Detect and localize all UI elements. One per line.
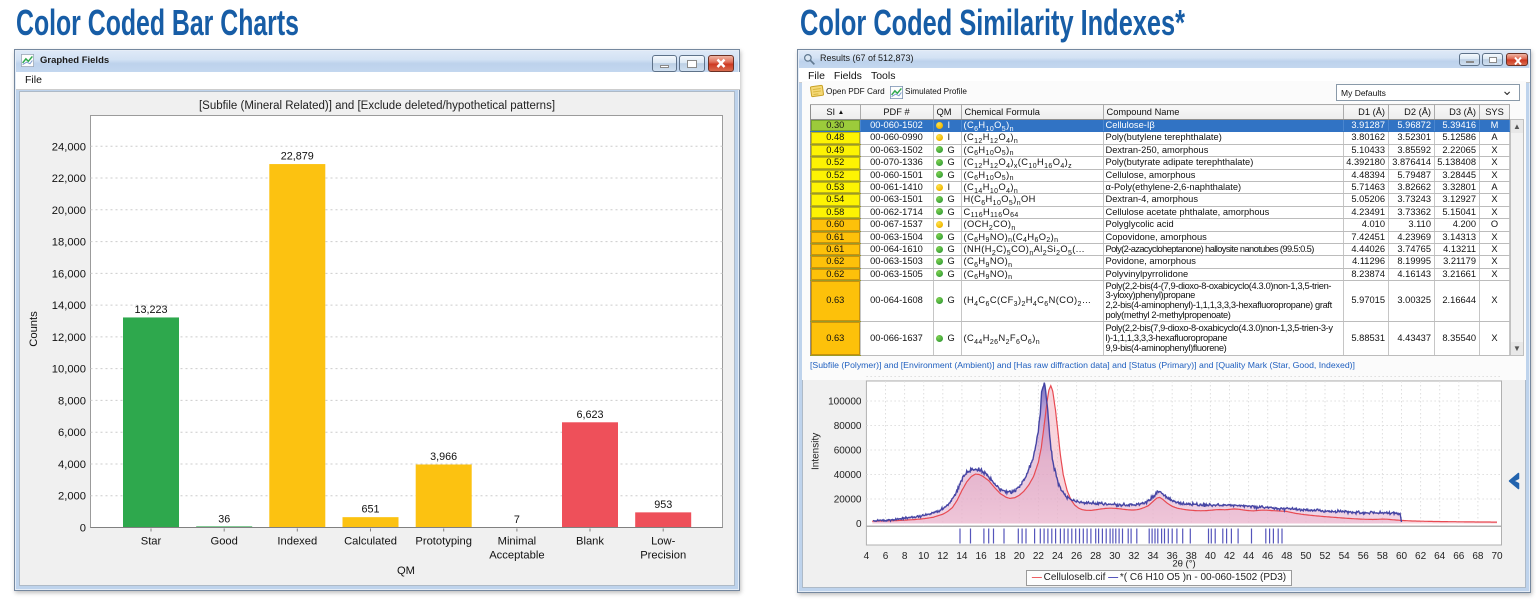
svg-text:62: 62 bbox=[1415, 551, 1427, 562]
svg-text:58: 58 bbox=[1377, 551, 1389, 562]
svg-text:36: 36 bbox=[1167, 551, 1179, 562]
svg-text:64: 64 bbox=[1434, 551, 1446, 562]
svg-text:0: 0 bbox=[856, 519, 862, 530]
svg-text:12: 12 bbox=[937, 551, 949, 562]
svg-text:48: 48 bbox=[1281, 551, 1293, 562]
svg-text:42: 42 bbox=[1224, 551, 1236, 562]
svg-text:32: 32 bbox=[1128, 551, 1140, 562]
svg-text:4: 4 bbox=[864, 551, 870, 562]
svg-text:6: 6 bbox=[883, 551, 889, 562]
svg-text:100000: 100000 bbox=[828, 397, 862, 408]
svg-text:44: 44 bbox=[1243, 551, 1255, 562]
svg-text:60: 60 bbox=[1396, 551, 1408, 562]
svg-text:10: 10 bbox=[918, 551, 930, 562]
svg-text:24: 24 bbox=[1052, 551, 1064, 562]
svg-text:50: 50 bbox=[1300, 551, 1312, 562]
svg-text:52: 52 bbox=[1319, 551, 1331, 562]
svg-text:2θ (°): 2θ (°) bbox=[1172, 559, 1195, 570]
svg-text:60000: 60000 bbox=[834, 446, 862, 457]
svg-text:20: 20 bbox=[1014, 551, 1026, 562]
svg-text:8: 8 bbox=[902, 551, 908, 562]
svg-text:34: 34 bbox=[1147, 551, 1159, 562]
svg-text:40: 40 bbox=[1205, 551, 1217, 562]
svg-text:40000: 40000 bbox=[834, 470, 862, 481]
svg-text:16: 16 bbox=[976, 551, 988, 562]
svg-text:46: 46 bbox=[1262, 551, 1274, 562]
svg-text:Intensity: Intensity bbox=[811, 433, 822, 470]
svg-text:80000: 80000 bbox=[834, 421, 862, 432]
svg-text:20000: 20000 bbox=[834, 495, 862, 506]
svg-text:38: 38 bbox=[1186, 551, 1198, 562]
svg-text:54: 54 bbox=[1339, 551, 1351, 562]
svg-text:66: 66 bbox=[1453, 551, 1465, 562]
svg-text:68: 68 bbox=[1472, 551, 1484, 562]
svg-text:70: 70 bbox=[1491, 551, 1503, 562]
svg-text:30: 30 bbox=[1109, 551, 1121, 562]
svg-text:28: 28 bbox=[1090, 551, 1102, 562]
svg-text:18: 18 bbox=[995, 551, 1007, 562]
svg-text:26: 26 bbox=[1071, 551, 1083, 562]
svg-text:22: 22 bbox=[1033, 551, 1045, 562]
svg-text:14: 14 bbox=[956, 551, 968, 562]
svg-text:56: 56 bbox=[1358, 551, 1370, 562]
